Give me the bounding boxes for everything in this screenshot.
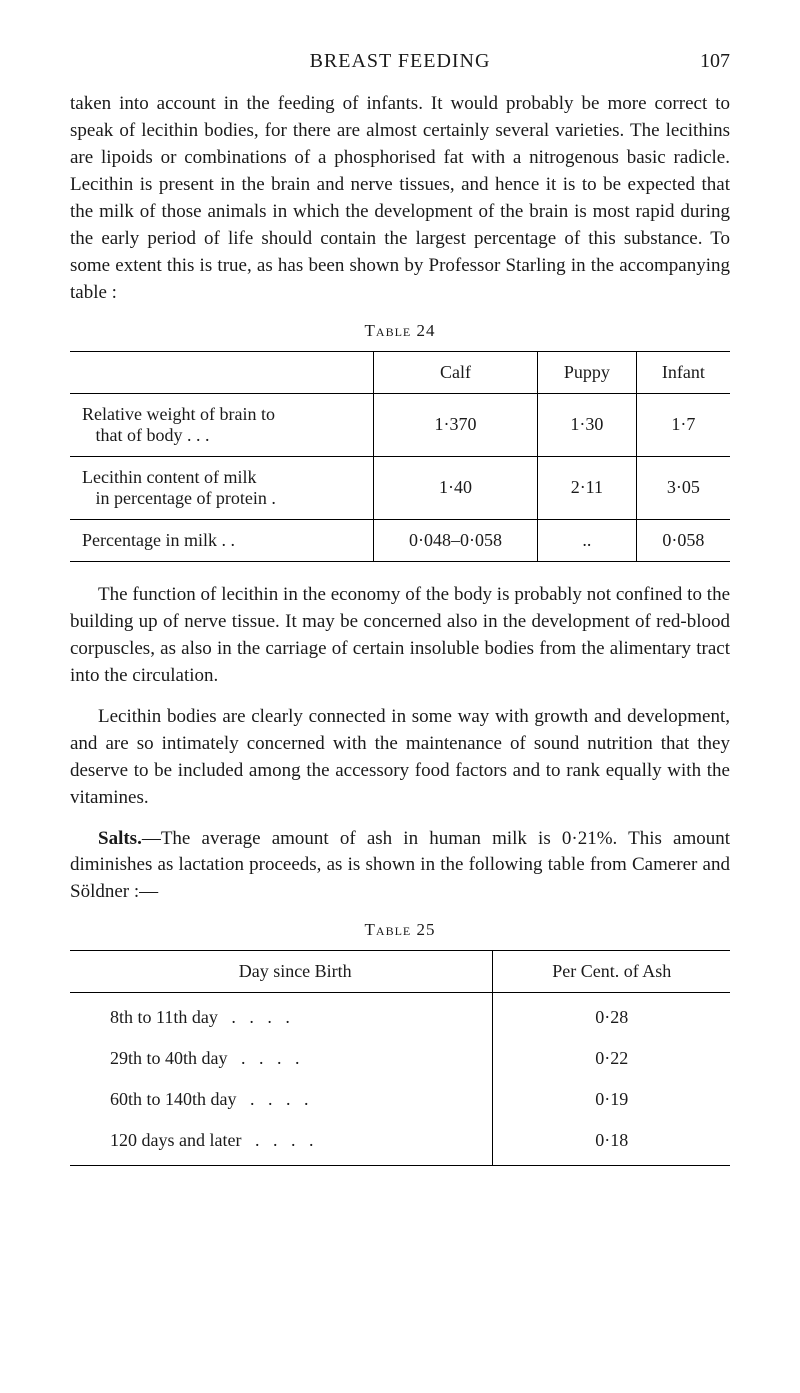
table-row: 8th to 11th day 0·28 (70, 993, 730, 1039)
table-row: Percentage in milk . . 0·048–0·058 .. 0·… (70, 519, 730, 561)
t25-r1-day: 8th to 11th day (70, 993, 493, 1039)
table-row: 60th to 140th day 0·19 (70, 1079, 730, 1120)
row1-calf: 1·370 (374, 393, 538, 456)
table-row: 29th to 40th day 0·22 (70, 1038, 730, 1079)
table-24-col-puppy: Puppy (538, 351, 637, 393)
t25-r2-ash: 0·22 (493, 1038, 730, 1079)
table-24-row1-label: Relative weight of brain to that of body… (70, 393, 374, 456)
salts-heading: Salts. (98, 828, 142, 849)
page-header: BREAST FEEDING 107 (70, 50, 730, 73)
table-24-col-blank (70, 351, 374, 393)
row1-infant: 1·7 (636, 393, 730, 456)
page-number: 107 (680, 50, 730, 73)
t25-r3-day-text: 60th to 140th day (110, 1089, 237, 1109)
row2-puppy: 2·11 (538, 456, 637, 519)
paragraph-4-body: —The average amount of ash in human milk… (70, 828, 730, 903)
row3-label-l1: Percentage in milk . . (82, 530, 235, 550)
table-24-row2-label: Lecithin content of milk in percentage o… (70, 456, 374, 519)
table-25: Day since Birth Per Cent. of Ash 8th to … (70, 950, 730, 1166)
row3-puppy: .. (538, 519, 637, 561)
table-25-caption: Table 25 (70, 920, 730, 940)
row2-label-l1: Lecithin content of milk (82, 467, 256, 487)
table-25-header-row: Day since Birth Per Cent. of Ash (70, 951, 730, 993)
row2-label-l2: in percentage of protein . (96, 488, 276, 508)
table-24-col-calf: Calf (374, 351, 538, 393)
table-24-header-row: Calf Puppy Infant (70, 351, 730, 393)
leader-dots (241, 1130, 313, 1150)
table-row: Relative weight of brain to that of body… (70, 393, 730, 456)
row3-calf: 0·048–0·058 (374, 519, 538, 561)
t25-r4-day: 120 days and later (70, 1120, 493, 1166)
row1-label-l1: Relative weight of brain to (82, 404, 275, 424)
table-24-col-infant: Infant (636, 351, 730, 393)
running-head: BREAST FEEDING (120, 50, 680, 73)
t25-r4-day-text: 120 days and later (110, 1130, 241, 1150)
table-25-col-day: Day since Birth (70, 951, 493, 993)
row3-infant: 0·058 (636, 519, 730, 561)
paragraph-1: taken into account in the feeding of inf… (70, 91, 730, 307)
page: BREAST FEEDING 107 taken into account in… (0, 0, 800, 1246)
row2-infant: 3·05 (636, 456, 730, 519)
table-row: 120 days and later 0·18 (70, 1120, 730, 1166)
paragraph-2: The function of lecithin in the economy … (70, 582, 730, 690)
table-25-col-ash: Per Cent. of Ash (493, 951, 730, 993)
t25-r4-ash: 0·18 (493, 1120, 730, 1166)
row2-calf: 1·40 (374, 456, 538, 519)
paragraph-4: Salts.—The average amount of ash in huma… (70, 826, 730, 907)
leader-dots (228, 1048, 300, 1068)
table-24-caption: Table 24 (70, 321, 730, 341)
paragraph-3: Lecithin bodies are clearly connected in… (70, 704, 730, 812)
leader-dots (218, 1007, 290, 1027)
row1-label-l2: that of body . . . (96, 425, 210, 445)
t25-r2-day-text: 29th to 40th day (110, 1048, 228, 1068)
table-row: Lecithin content of milk in percentage o… (70, 456, 730, 519)
t25-r1-day-text: 8th to 11th day (110, 1007, 218, 1027)
table-24: Calf Puppy Infant Relative weight of bra… (70, 351, 730, 562)
t25-r3-day: 60th to 140th day (70, 1079, 493, 1120)
row1-puppy: 1·30 (538, 393, 637, 456)
t25-r3-ash: 0·19 (493, 1079, 730, 1120)
leader-dots (237, 1089, 309, 1109)
t25-r1-ash: 0·28 (493, 993, 730, 1039)
t25-r2-day: 29th to 40th day (70, 1038, 493, 1079)
table-24-row3-label: Percentage in milk . . (70, 519, 374, 561)
